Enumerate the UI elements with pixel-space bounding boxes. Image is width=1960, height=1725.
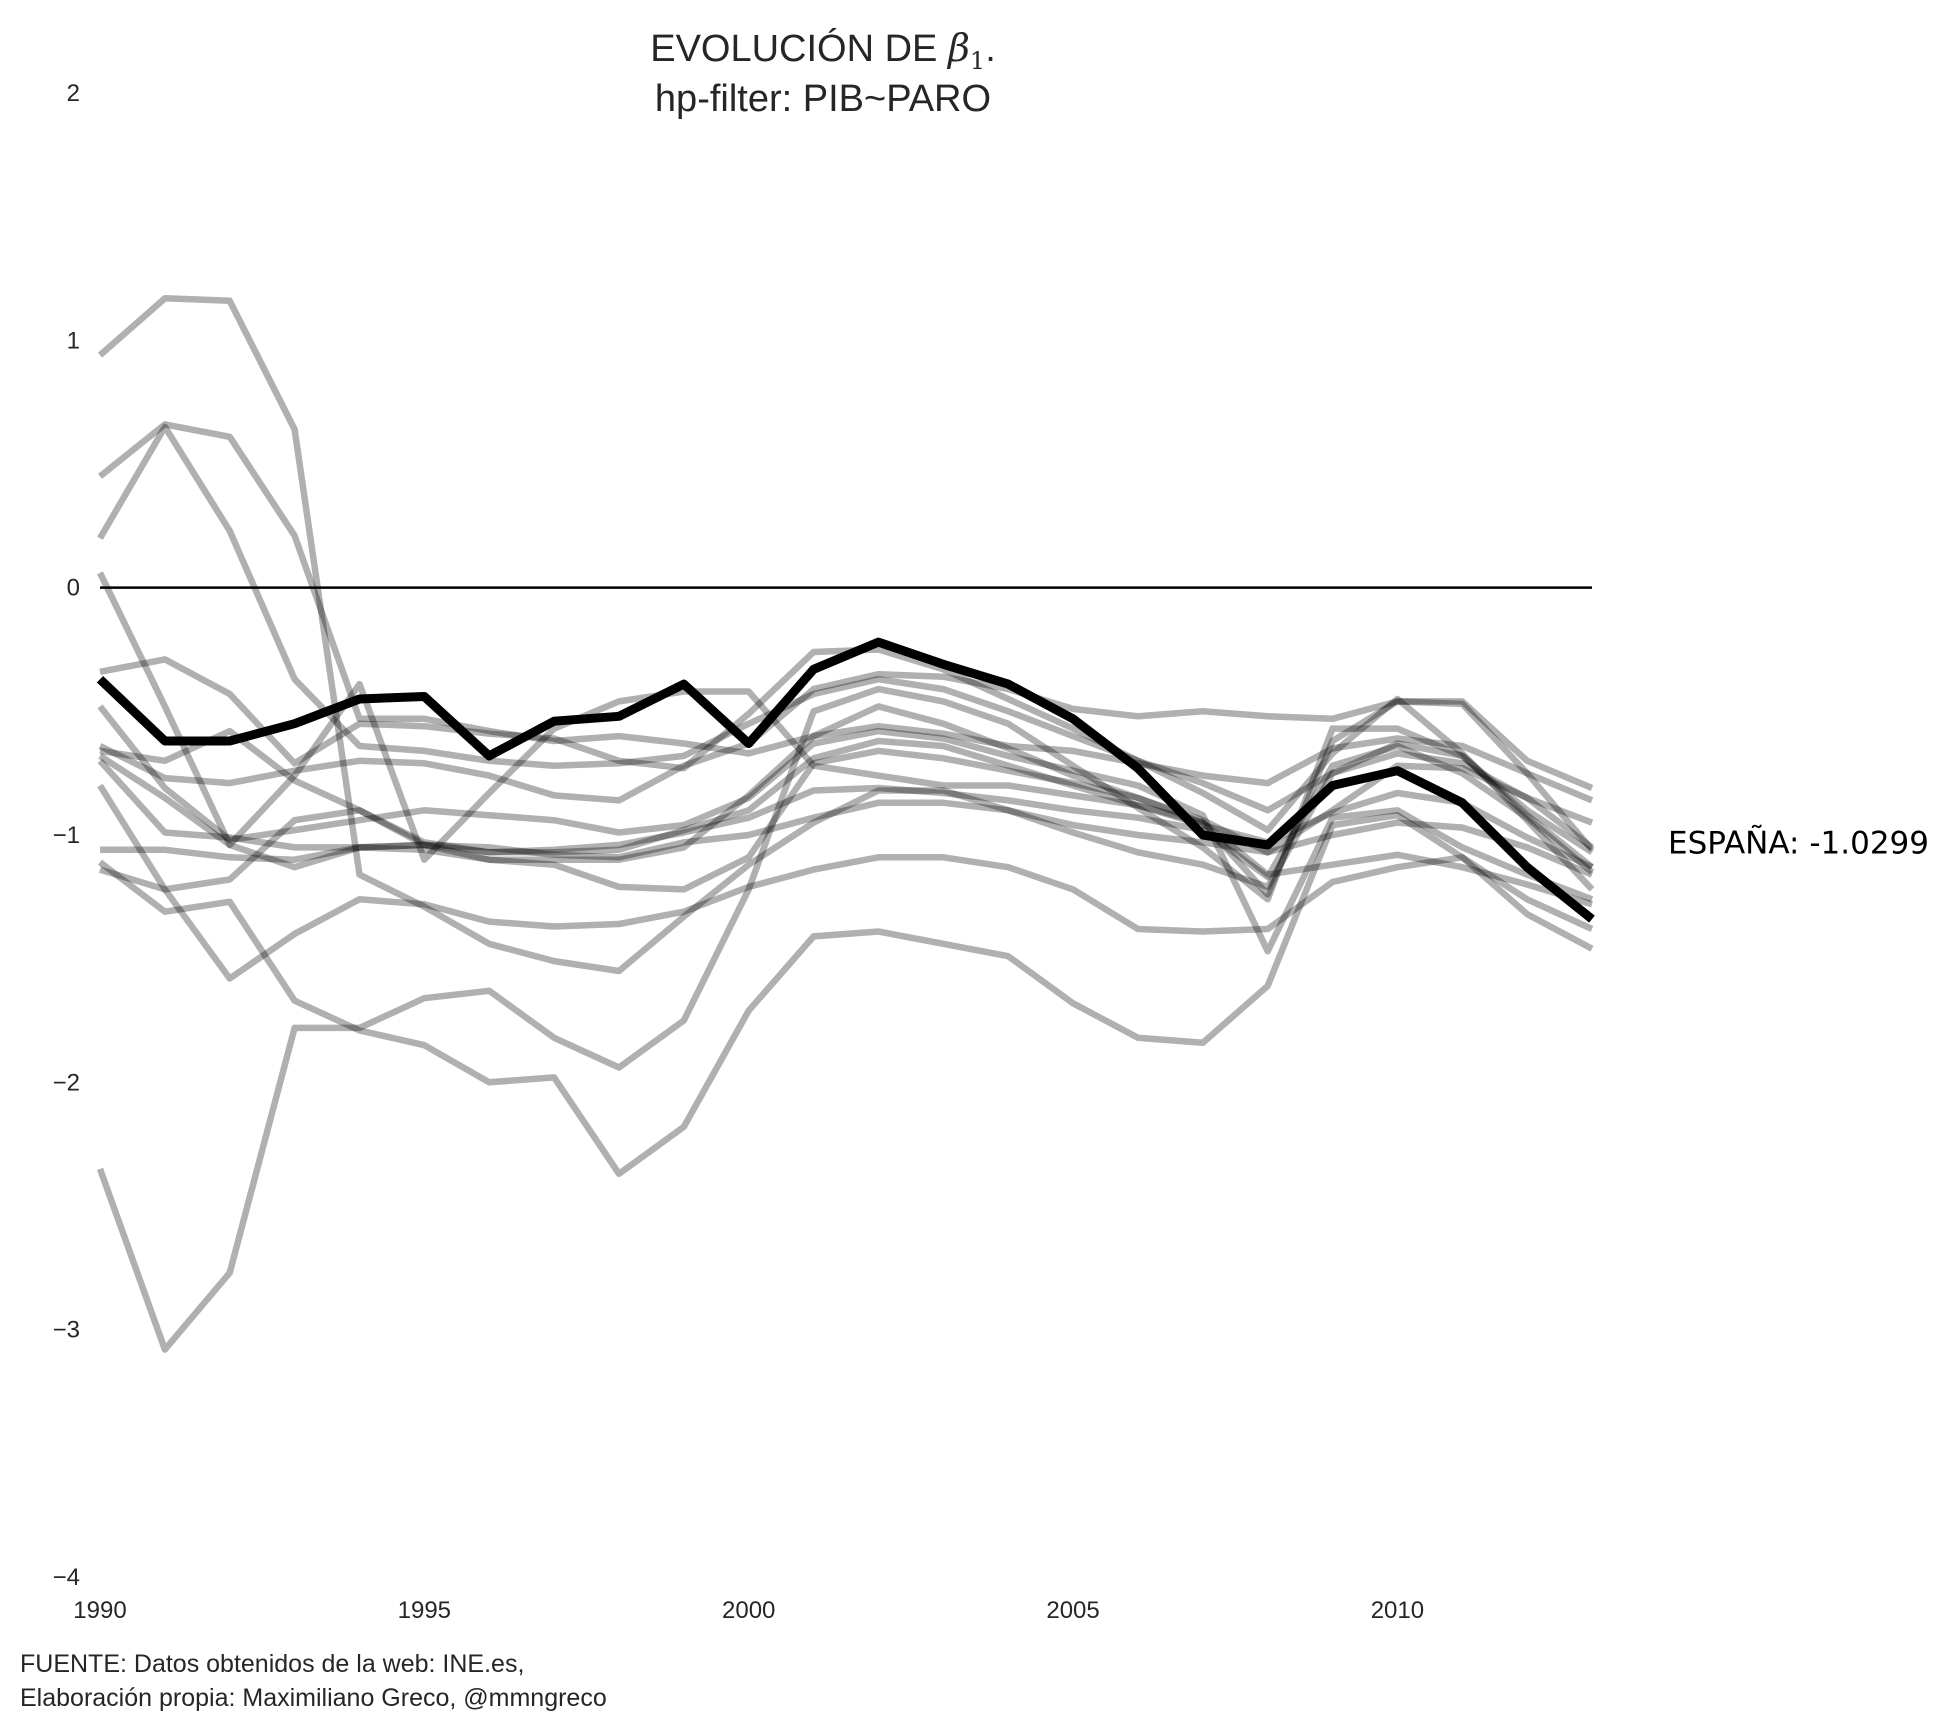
y-tick-label: 1 — [67, 327, 80, 354]
background-series-line — [97, 704, 1594, 955]
espana-series-line — [96, 637, 1595, 923]
x-tick-label: 1990 — [73, 1597, 126, 1624]
espana-annotation: ESPAÑA: -1.0299 — [1668, 825, 1929, 861]
x-axis-ticks: 1990 1995 2000 2005 2010 — [73, 1597, 1424, 1624]
background-series-line — [97, 295, 1595, 975]
background-series-line — [98, 747, 1593, 908]
y-axis-ticks: 2 1 0 −1 −2 −3 −4 — [53, 80, 80, 1591]
title-beta-symbol: β — [946, 26, 970, 70]
background-series-line — [98, 811, 1594, 1178]
y-tick-label: −4 — [53, 1564, 80, 1591]
background-series-line — [97, 421, 1594, 804]
source-line-1: FUENTE: Datos obtenidos de la web: INE.e… — [20, 1650, 525, 1678]
y-tick-label: −2 — [53, 1069, 80, 1096]
title-beta-subscript: 1 — [970, 47, 985, 75]
background-series-line — [97, 758, 1594, 878]
title-prefix: EVOLUCIÓN DE — [650, 27, 948, 70]
background-series-group — [96, 295, 1595, 1353]
y-tick-label: −3 — [53, 1317, 80, 1344]
chart-title-line1: EVOLUCIÓN DE β1. — [650, 26, 996, 75]
title-suffix: . — [985, 28, 996, 70]
x-tick-label: 2005 — [1046, 1597, 1099, 1624]
background-series-line — [99, 727, 1594, 871]
background-series-line — [98, 670, 1594, 804]
highlight-series-group — [96, 637, 1595, 923]
source-note: FUENTE: Datos obtenidos de la web: INE.e… — [20, 1647, 607, 1715]
y-tick-label: −1 — [53, 822, 80, 849]
y-tick-label: 0 — [67, 575, 80, 602]
background-series-line — [99, 646, 1595, 892]
source-line-2: Elaboración propia: Maximiliano Greco, @… — [20, 1684, 607, 1712]
background-series-line — [97, 742, 1595, 893]
chart-title-line2: hp-filter: PIB~PARO — [655, 78, 991, 120]
background-series-line — [96, 685, 1594, 1353]
x-tick-label: 1995 — [398, 1597, 451, 1624]
background-series-line — [99, 854, 1594, 982]
background-series-line — [100, 703, 1594, 863]
x-tick-label: 2010 — [1371, 1597, 1424, 1624]
x-tick-label: 2000 — [722, 1597, 775, 1624]
y-tick-label: 2 — [67, 80, 80, 107]
background-series-line — [97, 423, 1594, 850]
